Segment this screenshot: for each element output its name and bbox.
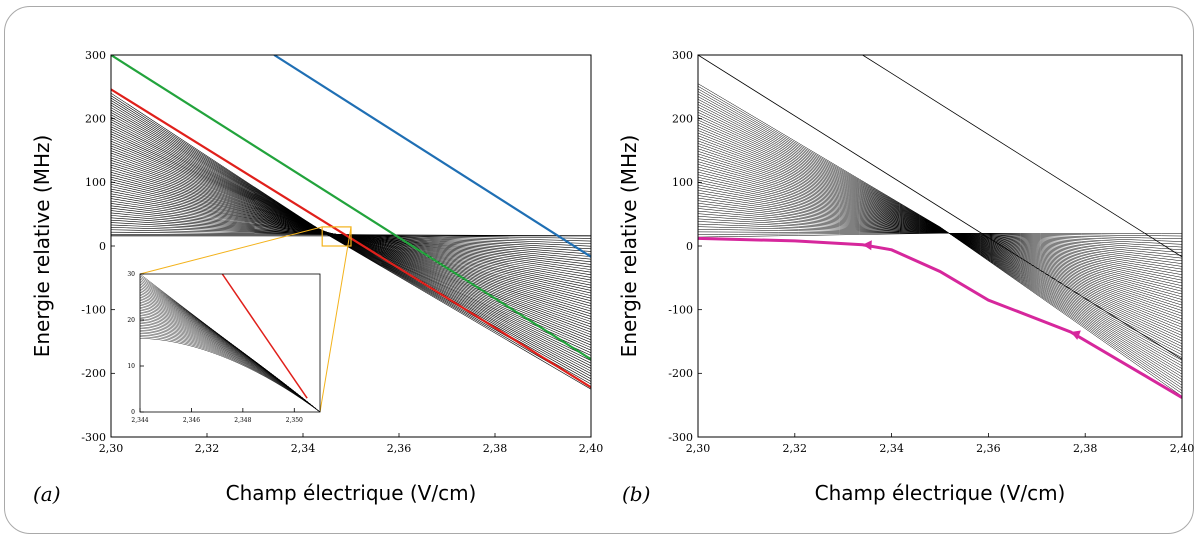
inset-ticks: 2,344 2,346 2,348 2,350 30 20 10 0: [127, 271, 303, 424]
panel-a-label: (a): [33, 482, 61, 506]
x-tick-label: 2,34: [879, 442, 904, 455]
fan-line: [698, 161, 1182, 314]
inset-fan-line: [140, 334, 320, 412]
y-tick-label: 30: [127, 271, 135, 278]
inset-fan-line: [140, 338, 320, 412]
fan-line: [698, 143, 1182, 333]
x-tick-label: 2,32: [783, 442, 808, 455]
panel-a-xlabel: Champ électrique (V/cm): [226, 481, 477, 505]
panel-b-ylabel: Energie relative (MHz): [617, 135, 641, 358]
fan-line: [698, 148, 1182, 328]
inset-frame: [139, 273, 321, 413]
fan-line: [111, 92, 591, 390]
fan-line: [698, 140, 1182, 336]
panel-b-thin-lines: [698, 55, 1182, 360]
y-tick-label: 10: [127, 363, 135, 370]
y-tick-label: 0: [131, 409, 135, 416]
fan-line: [698, 135, 1182, 342]
x-tick-label: 2,30: [686, 442, 711, 455]
fan-line: [698, 221, 1182, 251]
fan-line: [698, 195, 1182, 278]
direction-arrow: [862, 240, 872, 251]
panel-b-xlabel: Champ électrique (V/cm): [815, 481, 1066, 505]
y-tick-label: -300: [668, 431, 693, 444]
highlight-curve: [698, 236, 1182, 399]
y-tick-label: 300: [85, 49, 106, 62]
fan-line: [698, 127, 1182, 350]
fan-line: [698, 145, 1182, 331]
inset-fan-line: [140, 336, 320, 412]
y-tick-label: -300: [81, 431, 106, 444]
panel-b-ticks: 2,30 2,32 2,34 2,36 2,38 2,40 300 200 100 0 -100 -2…: [668, 49, 1194, 455]
x-tick-label: 2,348: [234, 417, 251, 424]
y-tick-label: -200: [81, 367, 106, 380]
panel-b-label: (b): [622, 482, 650, 506]
zoom-box: [321, 226, 352, 247]
fan-line: [698, 153, 1182, 322]
inset-plot: 2,344 2,346 2,348 2,350 30 20 10 0: [127, 271, 321, 424]
fan-line: [698, 125, 1182, 353]
fan-line: [698, 132, 1182, 344]
panel-a-black-fan: [111, 92, 591, 390]
x-tick-label: 2,346: [183, 417, 200, 424]
green-line: [111, 55, 591, 361]
zoom-connector: [319, 226, 352, 413]
x-tick-label: 2,34: [291, 442, 316, 455]
zoom-connector-lines: [139, 226, 352, 413]
y-tick-label: 20: [127, 317, 135, 324]
x-tick-label: 2,32: [195, 442, 220, 455]
y-tick-label: 100: [672, 176, 693, 189]
x-tick-label: 2,40: [1170, 442, 1195, 455]
fan-line: [698, 197, 1182, 275]
y-tick-label: -100: [668, 304, 693, 317]
y-tick-label: 0: [99, 240, 106, 253]
x-tick-label: 2,36: [976, 442, 1001, 455]
panel-b-frame: [697, 54, 1183, 438]
blue-line: [273, 55, 591, 258]
x-tick-label: 2,30: [99, 442, 124, 455]
fan-line: [698, 138, 1182, 339]
x-tick-label: 2,40: [579, 442, 604, 455]
y-tick-label: 300: [672, 49, 693, 62]
fan-line: [698, 190, 1182, 284]
y-tick-label: 200: [85, 113, 106, 126]
thin-line: [862, 55, 1182, 258]
inset-red-line: [221, 274, 308, 399]
panel-b: 2,30 2,32 2,34 2,36 2,38 2,40 300 200 100 0 -100 -2…: [617, 49, 1194, 506]
fan-line: [698, 83, 1182, 397]
y-tick-label: 0: [686, 240, 693, 253]
thin-line: [698, 55, 1182, 360]
fan-line: [698, 232, 1182, 237]
fan-line: [698, 156, 1182, 320]
fan-line: [698, 158, 1182, 317]
x-tick-label: 2,350: [286, 417, 303, 424]
direction-arrow: [1070, 330, 1081, 340]
zoom-connector: [139, 226, 323, 275]
fan-line: [698, 192, 1182, 281]
highlight-arrows: [862, 240, 1081, 340]
x-tick-label: 2,344: [131, 417, 148, 424]
panel-a-ticks: 2,30 2,32 2,34 2,36 2,38 2,403002001000-100-2…: [81, 49, 603, 455]
x-tick-label: 2,38: [1073, 442, 1098, 455]
panel-b-fan: [698, 83, 1182, 397]
y-tick-label: 100: [85, 176, 106, 189]
y-tick-label: -200: [668, 367, 693, 380]
panel-a-ylabel: Energie relative (MHz): [30, 135, 54, 358]
inset-fan-line: [140, 274, 320, 412]
x-tick-label: 2,36: [387, 442, 412, 455]
fan-line: [698, 151, 1182, 325]
fan-line: [698, 203, 1182, 270]
y-tick-label: 200: [672, 113, 693, 126]
y-tick-label: -100: [81, 304, 106, 317]
inset-fan: [140, 274, 320, 412]
x-tick-label: 2,38: [483, 442, 508, 455]
figure-frame: [4, 6, 1194, 534]
